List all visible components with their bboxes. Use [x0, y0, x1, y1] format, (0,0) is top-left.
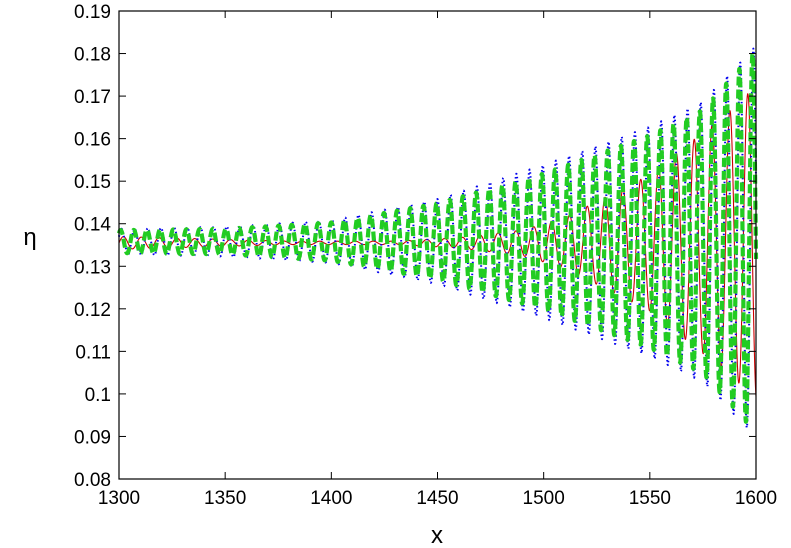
- y-tick-label: 0.14: [74, 215, 111, 236]
- y-axis-label: η: [23, 224, 36, 251]
- tick-layer: 1300 1350 1400 1450 1500 1550 1600 0.08 0.09 0.1 0…: [74, 2, 777, 509]
- y-tick-label: 0.13: [74, 257, 111, 278]
- y-tick-label: 0.16: [74, 130, 111, 151]
- x-tick-label: 1300: [98, 488, 140, 509]
- x-tick-label: 1550: [629, 488, 671, 509]
- x-tick-label: 1400: [310, 488, 352, 509]
- x-axis-label: x: [431, 522, 443, 548]
- series-line-2: [118, 47, 757, 429]
- y-tick-label: 0.08: [74, 470, 111, 491]
- y-tick-label: 0.11: [75, 342, 111, 363]
- y-tick-label: 0.09: [74, 427, 111, 448]
- y-tick-label: 0.1: [85, 385, 111, 406]
- y-tick-label: 0.18: [74, 45, 111, 66]
- x-tick-label: 1600: [735, 488, 777, 509]
- y-tick-label: 0.12: [74, 300, 111, 321]
- x-tick-label: 1350: [204, 488, 246, 509]
- series-layer: [116, 47, 759, 429]
- series-line-1: [118, 93, 757, 397]
- y-tick-label: 0.19: [74, 2, 111, 23]
- y-tick-label: 0.15: [74, 172, 111, 193]
- y-tick-label: 0.17: [74, 87, 111, 108]
- x-tick-label: 1450: [416, 488, 458, 509]
- series-line-3: [116, 51, 759, 424]
- x-tick-label: 1500: [523, 488, 565, 509]
